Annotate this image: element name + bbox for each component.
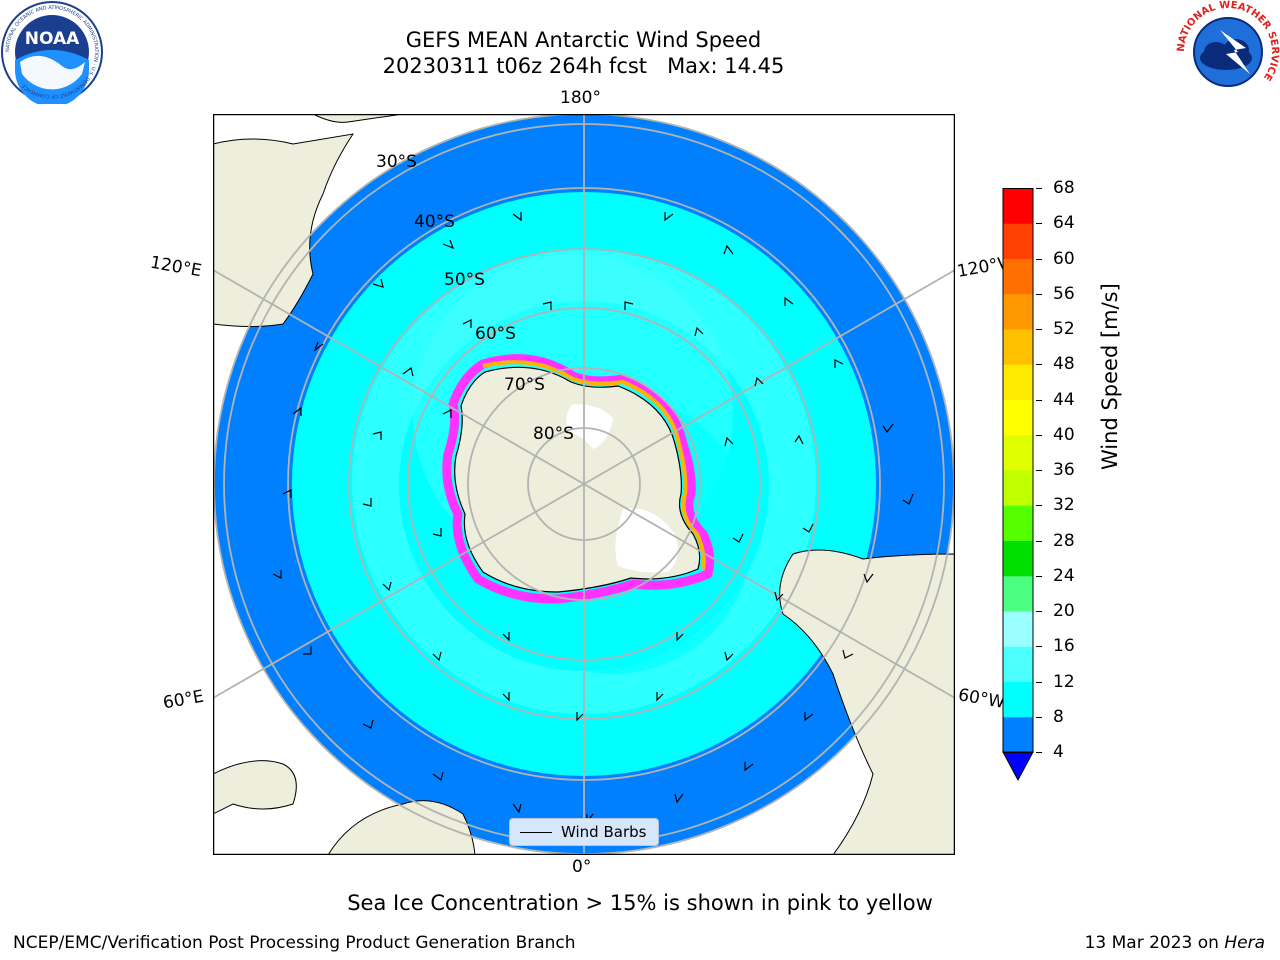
colorbar-tick-label: 40 (1053, 424, 1075, 445)
wind-barbs (272, 212, 914, 824)
map-title: GEFS MEAN Antarctic Wind Speed (405, 28, 762, 52)
colorbar-segment (1003, 188, 1033, 224)
colorbar-tick-mark (1036, 399, 1042, 401)
colorbar-border (1002, 188, 1034, 753)
colorbar-segment (1003, 716, 1033, 753)
lon-label-180: 180° (560, 88, 601, 108)
colorbar-tick-mark (1036, 223, 1042, 225)
colorbar-tick-label: 4 (1053, 742, 1064, 762)
nws-logo: NATIONAL WEATHER SERVICE (1176, 0, 1280, 102)
colorbar-segment (1003, 223, 1033, 259)
colorbar-tick-label: 16 (1053, 636, 1075, 657)
footer-machine: Hera (1224, 933, 1265, 953)
wind-barbs-legend: Wind Barbs (509, 818, 659, 846)
colorbar-tick-mark (1036, 364, 1042, 366)
colorbar-segment (1003, 575, 1033, 612)
colorbar-segment (1003, 258, 1033, 295)
colorbar-tick-label: 60 (1053, 248, 1075, 269)
sea-ice-caption: Sea Ice Concentration > 15% is shown in … (347, 891, 933, 915)
colorbar-segment (1003, 540, 1033, 577)
colorbar-tick-label: 32 (1053, 495, 1075, 516)
colorbar-segment (1003, 681, 1033, 718)
map-subtitle: 20230311 t06z 264h fcst Max: 14.45 (382, 54, 785, 78)
colorbar-segment (1003, 505, 1033, 541)
colorbar-tick-mark (1036, 505, 1042, 507)
colorbar-tick-mark (1036, 434, 1042, 436)
colorbar-segment (1003, 646, 1033, 682)
colorbar-tick-label: 8 (1053, 706, 1064, 727)
lon-label-120e: 120°E (148, 252, 204, 282)
lat-label-40s: 40°S (414, 212, 455, 232)
colorbar (1002, 188, 1034, 782)
footer-date-text: 13 Mar 2023 on (1084, 933, 1225, 953)
colorbar-tick-label: 52 (1053, 319, 1075, 339)
colorbar-extend-arrow (1002, 751, 1034, 782)
colorbar-tick-label: 56 (1053, 283, 1075, 304)
colorbar-tick-mark (1036, 293, 1042, 295)
colorbar-tick-mark (1036, 646, 1042, 648)
colorbar-tick-label: 64 (1053, 213, 1075, 234)
colorbar-tick-label: 28 (1053, 530, 1075, 551)
colorbar-tick-mark (1036, 575, 1042, 577)
colorbar-segment (1003, 399, 1033, 436)
lat-label-60s: 60°S (475, 324, 516, 344)
lat-label-70s: 70°S (504, 375, 545, 395)
footer-credit: NCEP/EMC/Verification Post Processing Pr… (13, 933, 576, 953)
colorbar-tick-label: 36 (1053, 460, 1075, 480)
ice-shelf (566, 404, 613, 449)
colorbar-tick-mark (1036, 681, 1042, 683)
colorbar-segment (1003, 470, 1033, 506)
colorbar-tick-mark (1036, 540, 1042, 542)
colorbar-segment (1003, 293, 1033, 330)
noaa-logo: NOAA NATIONAL OCEANIC AND ATMOSPHERIC AD… (1, 1, 103, 104)
footer-date: 13 Mar 2023 on Hera (1085, 933, 1265, 953)
sea-ice-edge (442, 354, 715, 604)
lon-label-60w: 60°W (956, 685, 1007, 713)
colorbar-tick-mark (1036, 611, 1042, 612)
colorbar-tick-label: 20 (1053, 601, 1075, 621)
lon-label-0: 0° (572, 857, 592, 877)
colorbar-tick-label: 12 (1053, 671, 1075, 692)
colorbar-tick-label: 24 (1053, 565, 1075, 586)
colorbar-tick-mark (1036, 470, 1042, 471)
lat-label-80s: 80°S (533, 424, 574, 444)
colorbar-tick-mark (1036, 329, 1042, 330)
colorbar-segment (1003, 364, 1033, 400)
colorbar-tick-mark (1036, 716, 1042, 718)
map-border (213, 114, 955, 855)
colorbar-tick-label: 68 (1053, 178, 1075, 198)
colorbar-label: Wind Speed [m/s] (1098, 283, 1122, 470)
polar-map (213, 114, 955, 855)
colorbar-tick-mark (1036, 258, 1042, 260)
colorbar-tick-mark (1036, 188, 1042, 189)
lat-label-30s: 30°S (376, 152, 417, 172)
colorbar-segment (1003, 329, 1033, 365)
noaa-logo-text: NOAA (25, 29, 80, 49)
colorbar-tick-mark (1036, 752, 1042, 753)
legend-label: Wind Barbs (561, 823, 647, 841)
legend-line-icon (520, 832, 552, 833)
colorbar-segment (1003, 611, 1033, 647)
colorbar-tick-label: 48 (1053, 354, 1075, 375)
colorbar-tick-label: 44 (1053, 389, 1075, 410)
lat-label-50s: 50°S (444, 270, 485, 290)
colorbar-segment (1003, 434, 1033, 471)
lon-label-60e: 60°E (161, 686, 206, 714)
